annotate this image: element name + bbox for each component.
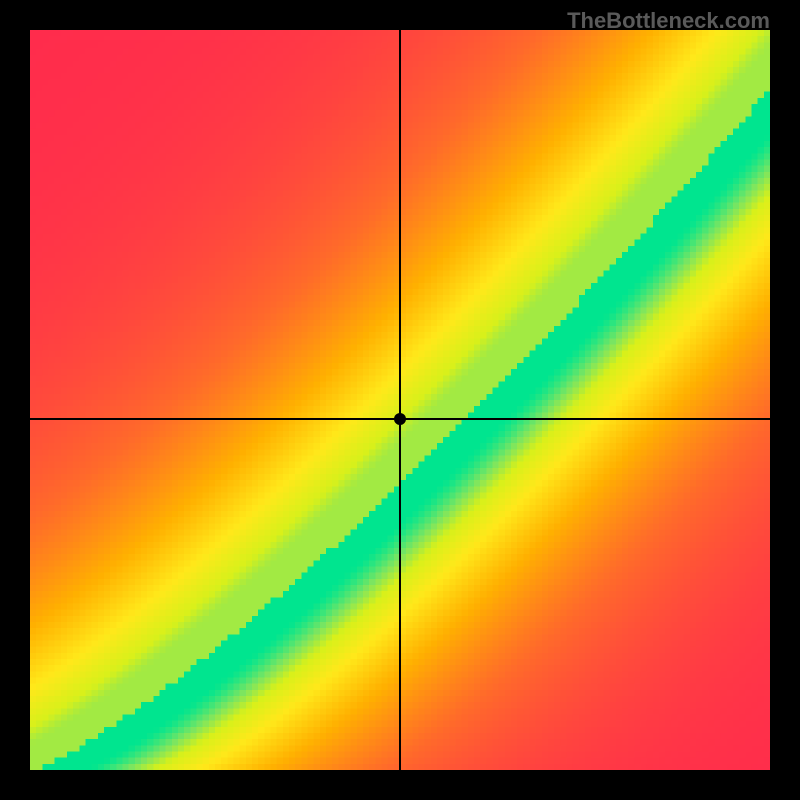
crosshair-marker <box>394 413 406 425</box>
crosshair-vertical <box>399 30 401 770</box>
heatmap-plot <box>30 30 770 770</box>
